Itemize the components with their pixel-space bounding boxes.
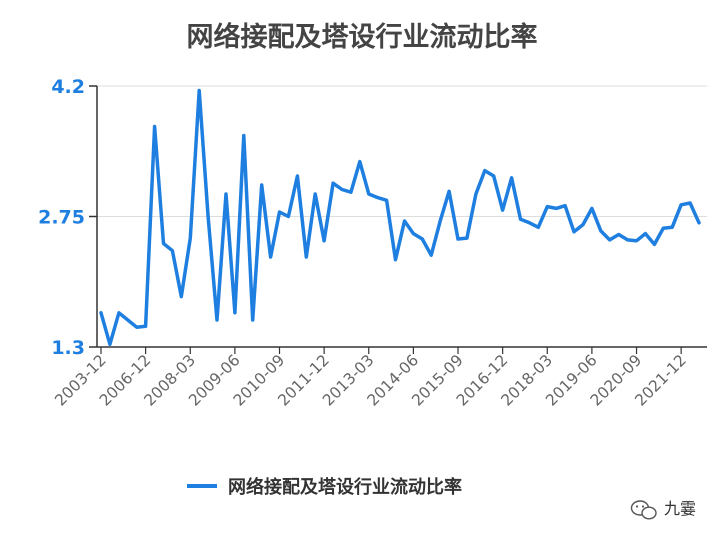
watermark-text: 九霎 xyxy=(664,499,696,518)
y-axis: 1.3 2.75 4.2 xyxy=(38,76,98,359)
y-tick-label: 1.3 xyxy=(51,337,85,359)
y-tick-label: 2.75 xyxy=(38,207,85,229)
legend-label: 网络接配及塔设行业流动比率 xyxy=(228,476,462,498)
wechat-icon xyxy=(630,500,657,520)
watermark: 九霎 xyxy=(630,499,696,520)
series-line xyxy=(99,88,701,347)
gridlines xyxy=(97,85,707,348)
x-axis: 2003-122006-122008-032009-062010-092011-… xyxy=(51,346,707,410)
chart-title: 网络接配及塔设行业流动比率 xyxy=(187,21,538,53)
y-tick-label: 4.2 xyxy=(51,76,85,98)
legend[interactable]: 网络接配及塔设行业流动比率 xyxy=(187,476,462,498)
series-group xyxy=(99,88,701,347)
